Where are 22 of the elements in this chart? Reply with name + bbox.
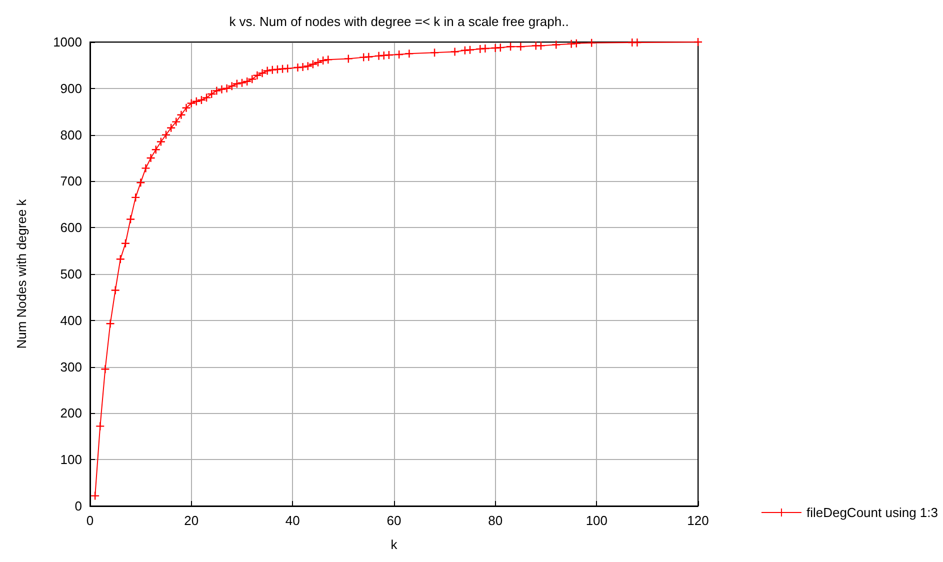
y-tick-label: 200 [60, 406, 82, 421]
y-tick-label: 700 [60, 174, 82, 189]
y-tick-label: 100 [60, 452, 82, 468]
y-tick-label: 1000 [53, 34, 82, 50]
x-tick-label: 80 [488, 513, 503, 528]
x-tick-label: 0 [86, 513, 94, 528]
x-tick-label: 60 [386, 513, 402, 528]
chart-title: k vs. Num of nodes with degree =< k in a scale free graph.. [229, 14, 569, 29]
x-tick-label: 20 [184, 513, 199, 528]
y-tick-label: 400 [60, 312, 82, 328]
x-tick-label: 40 [285, 513, 300, 528]
x-tick-label: 120 [687, 513, 709, 528]
y-tick-label: 0 [74, 498, 82, 514]
y-tick-label: 800 [60, 127, 82, 142]
y-tick-label: 500 [60, 266, 82, 282]
y-tick-label: 300 [60, 359, 82, 374]
y-tick-label: 600 [60, 220, 82, 236]
y-axis-title: Num Nodes with degree k [14, 198, 29, 349]
x-tick-label: 100 [586, 513, 608, 528]
x-axis-title: k [390, 537, 398, 552]
legend-label: fileDegCount using 1:3 [806, 505, 938, 520]
y-tick-label: 900 [60, 80, 82, 96]
